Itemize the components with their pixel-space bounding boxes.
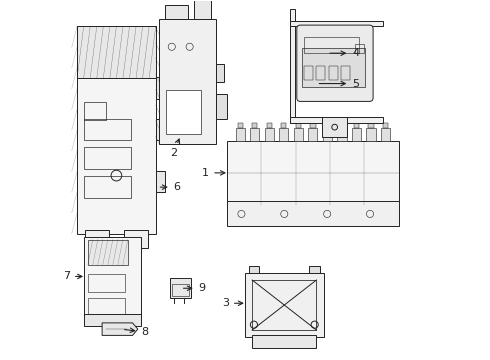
Bar [296, 123, 301, 128]
Bar [342, 66, 350, 80]
Bar [236, 128, 245, 141]
Bar [170, 278, 192, 298]
Text: 5: 5 [319, 78, 359, 89]
Bar [294, 128, 303, 141]
Bar [308, 128, 318, 141]
Bar [84, 119, 131, 140]
Text: 8: 8 [124, 327, 148, 337]
Bar [329, 66, 338, 80]
Text: 1: 1 [202, 168, 225, 178]
Bar [267, 123, 272, 128]
Bar [88, 274, 125, 292]
Bar [227, 141, 398, 205]
Bar [323, 128, 332, 141]
Bar [302, 48, 365, 87]
Bar [165, 5, 188, 19]
Text: 6: 6 [160, 182, 180, 192]
Bar [252, 123, 257, 128]
Bar [84, 176, 131, 198]
Bar [88, 297, 125, 315]
Bar [172, 284, 189, 296]
Text: 2: 2 [170, 139, 179, 158]
Bar [304, 37, 359, 53]
Bar [245, 273, 323, 337]
Bar [238, 123, 243, 128]
Bar [77, 26, 156, 78]
Bar [279, 128, 289, 141]
Bar [317, 66, 325, 80]
Bar [84, 314, 142, 327]
Bar [217, 94, 227, 119]
Bar [194, 0, 211, 19]
Bar [217, 64, 223, 82]
Bar [84, 148, 131, 169]
Bar [250, 128, 259, 141]
Bar [281, 123, 287, 128]
Bar [325, 123, 330, 128]
Bar [310, 123, 316, 128]
Bar [124, 230, 148, 248]
Bar [354, 123, 359, 128]
Bar [156, 119, 165, 140]
Bar [248, 266, 259, 273]
Bar [339, 123, 344, 128]
Bar [156, 171, 165, 192]
Text: 9: 9 [183, 283, 206, 293]
Bar [77, 26, 156, 234]
Bar [290, 117, 383, 123]
Bar [156, 77, 165, 99]
Bar [159, 19, 217, 144]
Bar [322, 117, 347, 137]
Bar [355, 44, 364, 53]
Polygon shape [102, 323, 138, 336]
Bar [227, 202, 398, 226]
Bar [88, 239, 128, 265]
Bar [265, 128, 274, 141]
Bar [167, 90, 201, 134]
Text: 4: 4 [330, 48, 359, 58]
Bar [252, 336, 317, 348]
Bar [84, 237, 142, 316]
Bar [304, 66, 313, 80]
Text: 7: 7 [63, 271, 82, 282]
Bar [290, 9, 295, 123]
Bar [383, 123, 388, 128]
Text: 3: 3 [222, 298, 243, 308]
Bar [252, 280, 317, 330]
Bar [381, 128, 390, 141]
FancyBboxPatch shape [297, 25, 373, 102]
Bar [84, 102, 106, 120]
Bar [352, 128, 361, 141]
Bar [290, 21, 383, 26]
Bar [337, 128, 346, 141]
Bar [367, 128, 375, 141]
Bar [85, 230, 109, 248]
Bar [309, 266, 320, 273]
Bar [368, 123, 373, 128]
